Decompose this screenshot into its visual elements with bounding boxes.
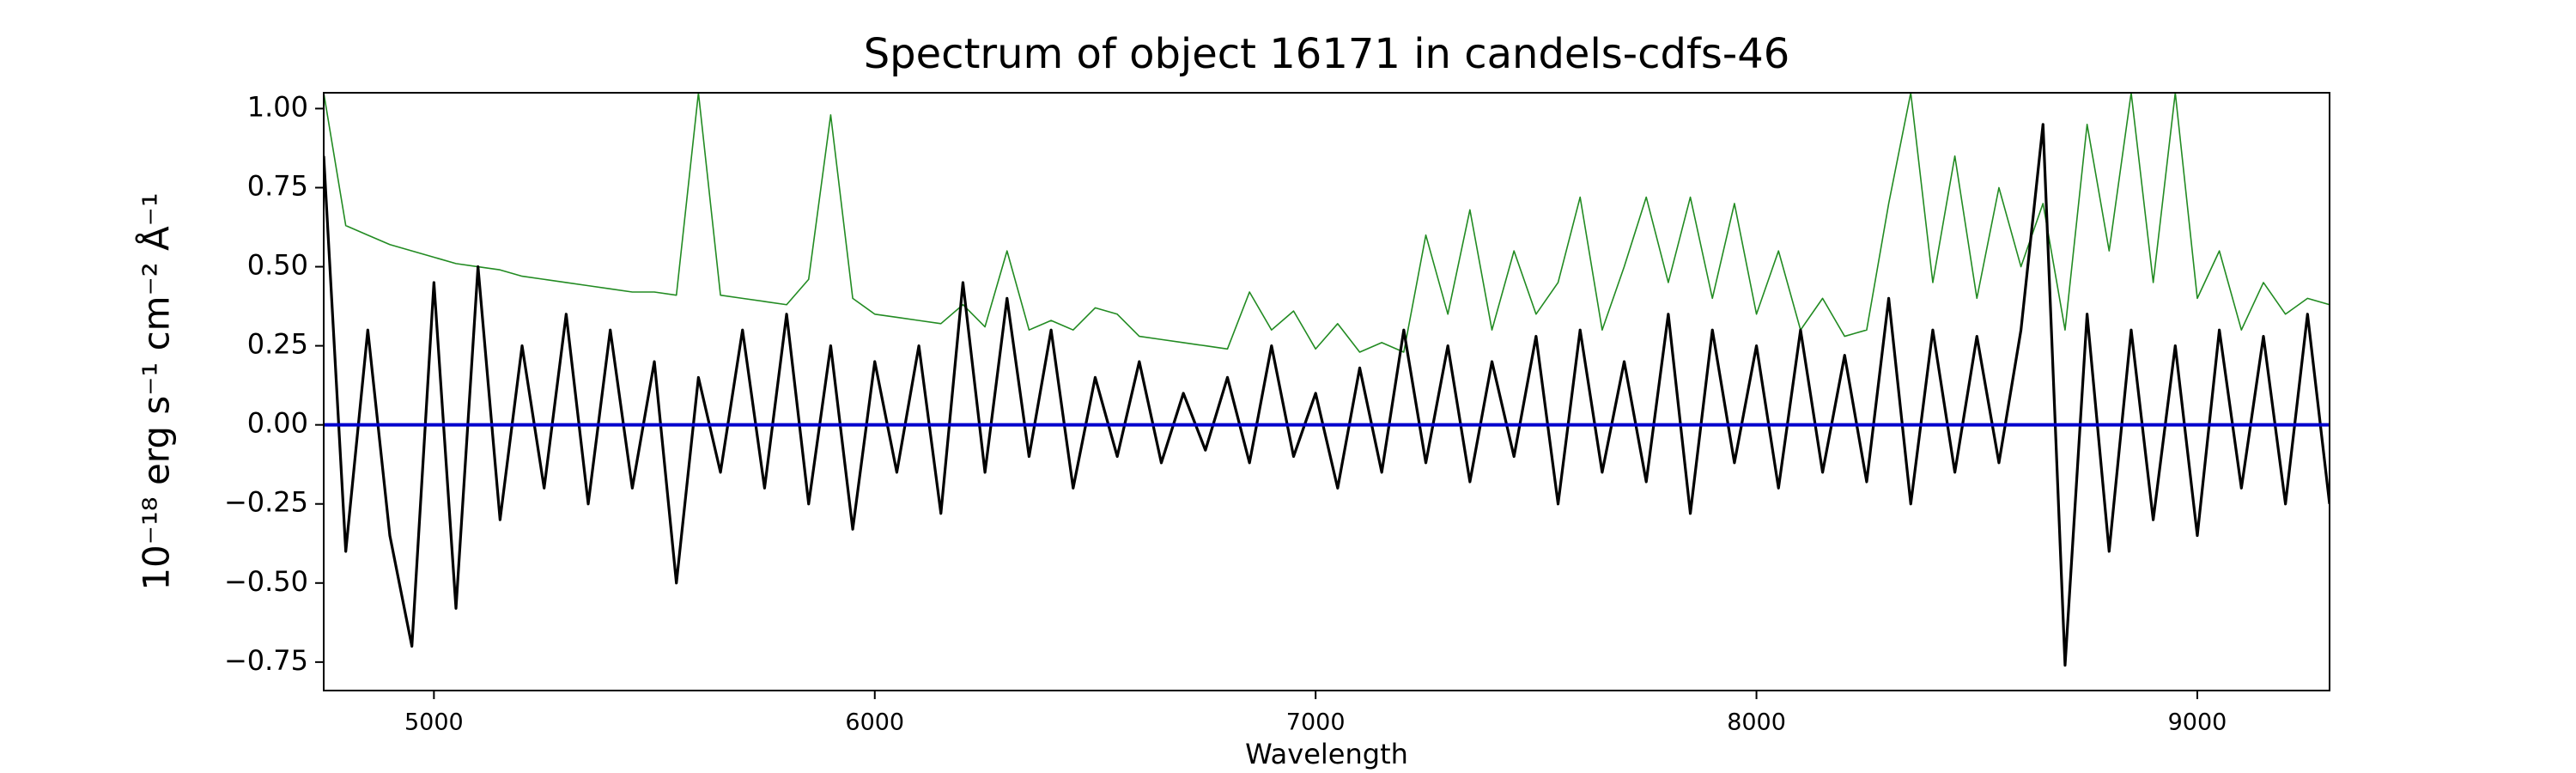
y-tick-label: −0.75 — [224, 644, 308, 677]
y-tick-label: 1.00 — [247, 90, 308, 123]
spectrum-line — [324, 93, 2330, 353]
axes-frame — [323, 92, 2330, 691]
spectrum-line — [324, 123, 2330, 667]
chart-title: Spectrum of object 16171 in candels-cdfs… — [864, 30, 1790, 78]
x-tick-label: 7000 — [1286, 709, 1346, 736]
y-tick-label: 0.00 — [247, 407, 308, 440]
plot-area — [324, 93, 2330, 667]
x-tick-label: 8000 — [1727, 709, 1786, 736]
y-tick-label: −0.25 — [224, 486, 308, 519]
y-tick-label: −0.50 — [224, 565, 308, 598]
x-axis-label: Wavelength — [1245, 738, 1408, 770]
y-tick-label: 0.50 — [247, 249, 308, 282]
y-tick-label: 0.75 — [247, 169, 308, 202]
x-tick-label: 5000 — [404, 709, 464, 736]
x-tick-label: 9000 — [2168, 709, 2227, 736]
y-tick-label: 0.25 — [247, 328, 308, 361]
y-axis-label: 10⁻¹⁸ erg s⁻¹ cm⁻² Å⁻¹ — [135, 192, 178, 590]
x-tick-label: 6000 — [845, 709, 904, 736]
